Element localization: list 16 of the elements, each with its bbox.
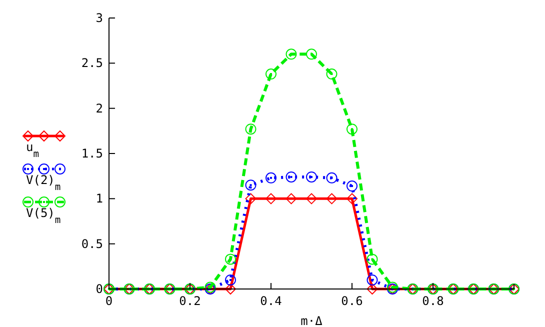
y-tick-label: 0 xyxy=(96,282,103,296)
x-axis-title: m·Δ xyxy=(300,314,324,327)
y-tick-label: 3 xyxy=(96,11,103,25)
y-tick-label: 2 xyxy=(96,101,103,116)
legend-label: u$_{m}$ xyxy=(26,140,40,160)
y-tick-label: 1 xyxy=(96,192,103,206)
x-tick-label: 0.8 xyxy=(422,294,444,308)
x-tick-label: 0.6 xyxy=(341,294,363,308)
x-tick-label: 0 xyxy=(105,294,113,308)
y-tick-label: 1.5 xyxy=(81,146,103,160)
x-tick-label: 0.4 xyxy=(260,294,282,308)
x-tick-label: 0.2 xyxy=(179,294,201,308)
legend-label: V(2)$_{m}$ xyxy=(26,173,61,192)
legend-label: V(5)$_{m}$ xyxy=(26,206,61,226)
y-tick-label: 2.5 xyxy=(81,56,103,70)
y-tick-label: 0.5 xyxy=(81,236,103,251)
